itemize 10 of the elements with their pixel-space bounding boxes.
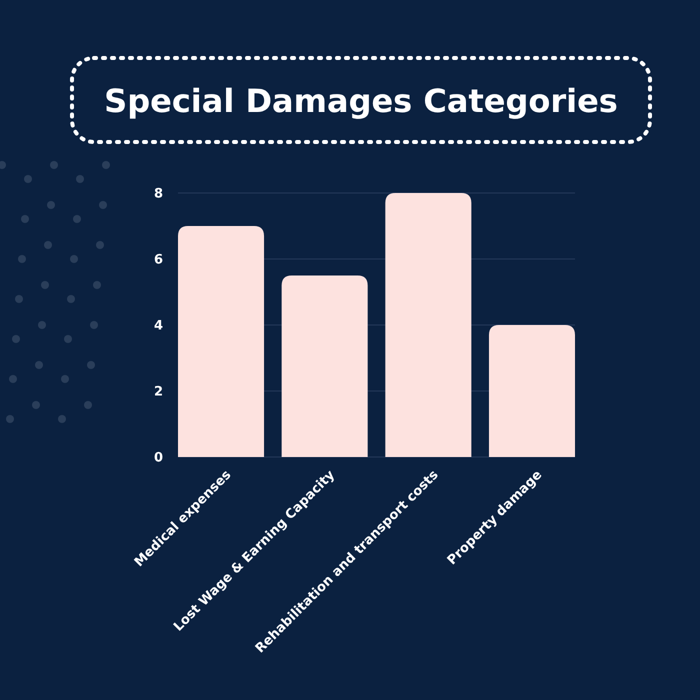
- bar: [385, 193, 472, 457]
- y-tick-label: 4: [154, 318, 163, 334]
- y-tick-label: 0: [154, 450, 163, 466]
- bar: [488, 325, 575, 457]
- y-tick-label: 6: [154, 252, 163, 268]
- chart-title: Special Damages Categories: [104, 82, 618, 120]
- y-tick-label: 2: [154, 384, 163, 400]
- bar: [282, 276, 368, 457]
- y-tick-label: 8: [154, 186, 163, 202]
- bar: [178, 226, 264, 457]
